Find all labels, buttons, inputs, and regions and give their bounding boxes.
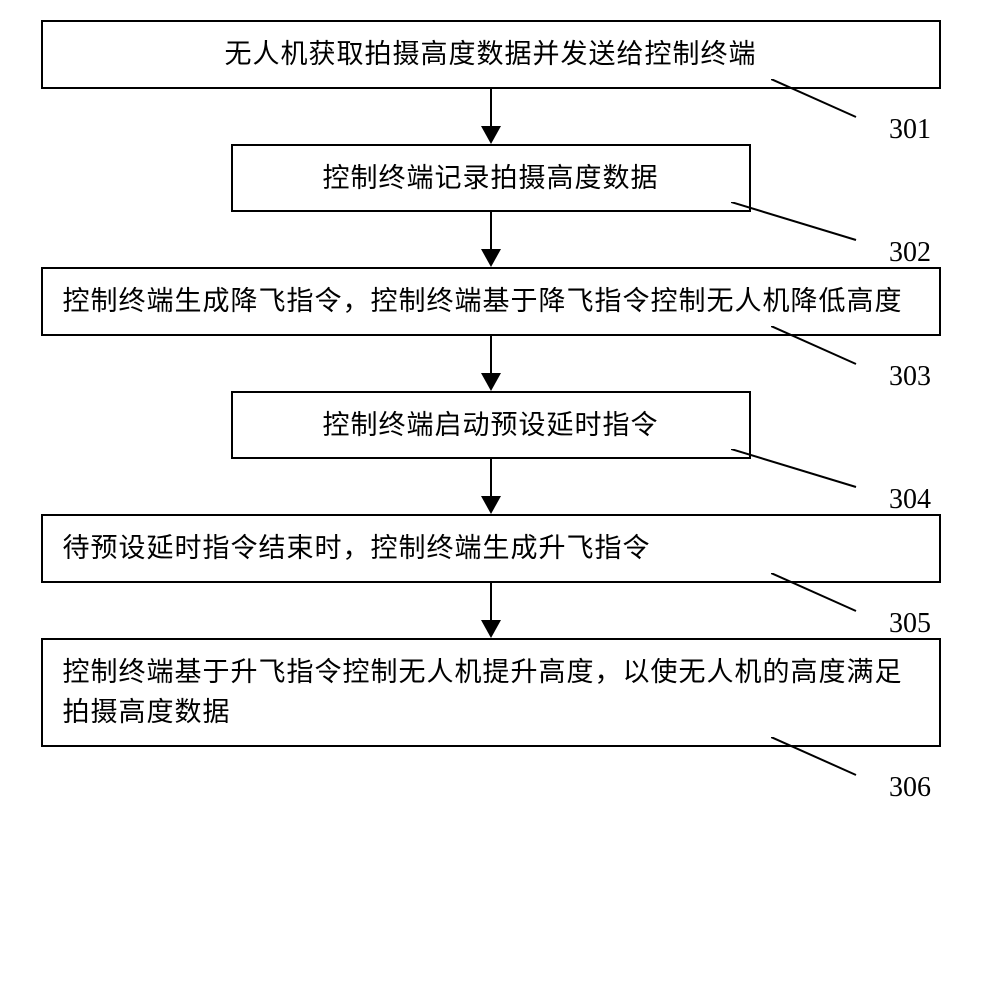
label-connector-2 [731,202,901,257]
arrow-1: 301 [20,89,961,144]
arrow-2: 302 [20,212,961,267]
node-text-6: 控制终端基于升飞指令控制无人机提升高度，以使无人机的高度满足拍摄高度数据 [63,652,919,733]
label-connector-3 [771,326,901,381]
label-area-6: 306 [20,747,961,802]
node-text-5: 待预设延时指令结束时，控制终端生成升飞指令 [63,528,651,569]
label-connector-4 [731,449,901,504]
node-text-3: 控制终端生成降飞指令，控制终端基于降飞指令控制无人机降低高度 [63,281,903,322]
node-label-5: 305 [889,608,931,640]
flowchart-node-6: 控制终端基于升飞指令控制无人机提升高度，以使无人机的高度满足拍摄高度数据 [41,638,941,747]
label-connector-5 [771,573,901,628]
flowchart-container: 无人机获取拍摄高度数据并发送给控制终端 301 控制终端记录拍摄高度数据 302… [20,20,961,802]
node-label-2: 302 [889,237,931,269]
node-label-1: 301 [889,114,931,146]
arrow-4: 304 [20,459,961,514]
flowchart-node-2: 控制终端记录拍摄高度数据 [231,144,751,213]
node-label-4: 304 [889,484,931,516]
label-connector-6 [771,737,901,792]
flowchart-node-4: 控制终端启动预设延时指令 [231,391,751,460]
node-label-3: 303 [889,361,931,393]
node-text-4: 控制终端启动预设延时指令 [323,405,659,446]
arrow-5: 305 [20,583,961,638]
node-text-1: 无人机获取拍摄高度数据并发送给控制终端 [225,34,757,75]
node-label-6: 306 [889,772,931,804]
node-wrapper-6: 控制终端基于升飞指令控制无人机提升高度，以使无人机的高度满足拍摄高度数据 [20,638,961,747]
label-connector-1 [771,79,901,134]
arrow-3: 303 [20,336,961,391]
node-text-2: 控制终端记录拍摄高度数据 [323,158,659,199]
